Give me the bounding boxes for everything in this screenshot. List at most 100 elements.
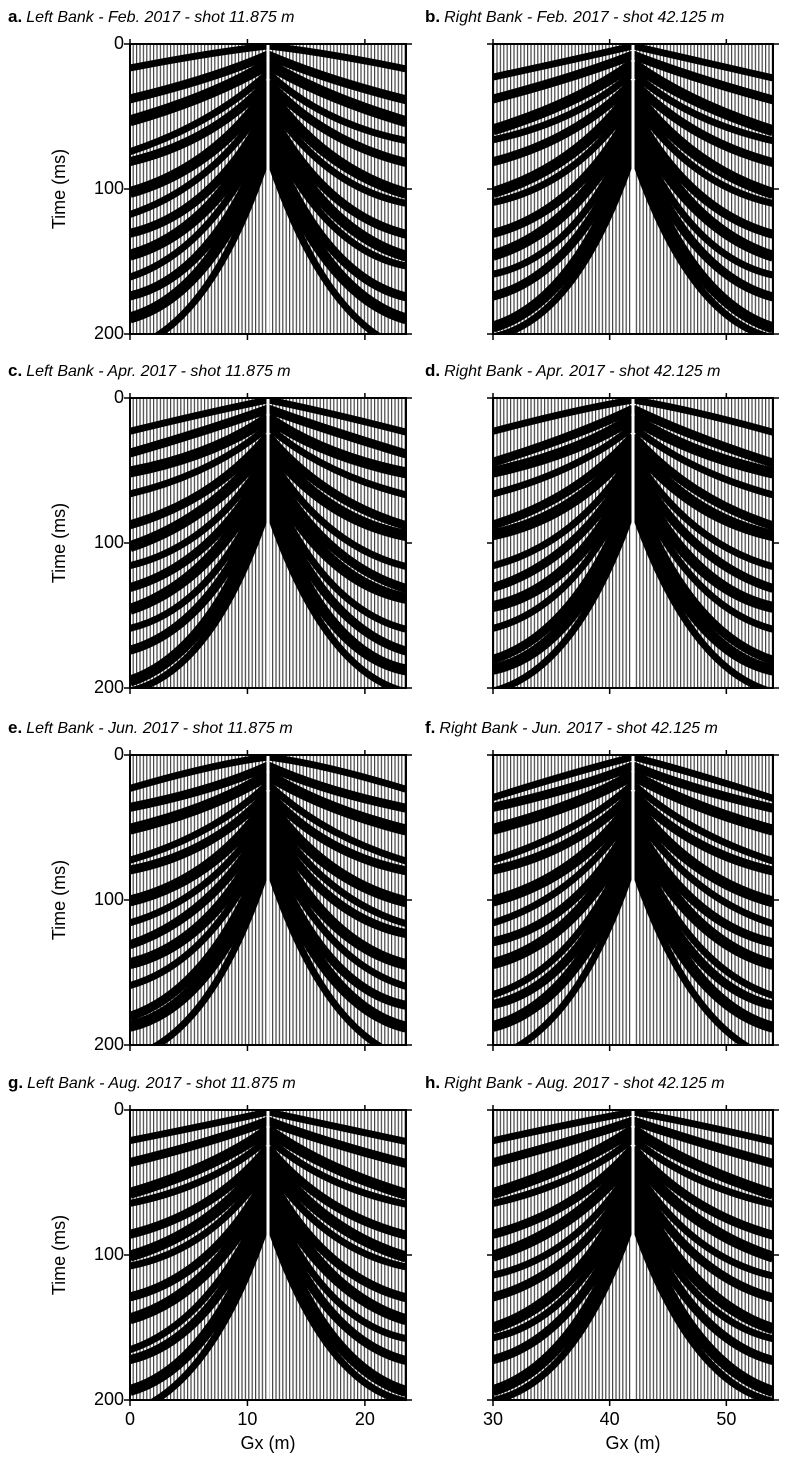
event-stripe [630, 98, 773, 207]
event-stripe [493, 798, 638, 907]
event-stripe [130, 761, 270, 812]
event-stripe [493, 781, 636, 864]
event-stripe [493, 479, 637, 632]
event-stripe [493, 1181, 638, 1334]
event-stripe [493, 836, 637, 998]
event-stripe [493, 98, 636, 206]
event-stripe [629, 152, 773, 334]
event-stripe [630, 424, 773, 499]
panel-label: g. [8, 1073, 23, 1092]
event-stripe [493, 1191, 637, 1342]
event-stripe [130, 441, 273, 552]
event-stripe [265, 1136, 406, 1208]
event-stripe [629, 59, 773, 137]
event-stripe [493, 152, 637, 334]
panel-title-text: Left Bank - Feb. 2017 - shot 11.875 m [26, 9, 294, 26]
event-stripe [629, 1145, 773, 1240]
event-stripe [263, 87, 406, 199]
event-stripe [130, 789, 272, 875]
panel: f. Right Bank - Jun. 2017 - shot 42.125 m [425, 718, 779, 1051]
event-stripe [493, 826, 638, 970]
event-stripe [130, 398, 269, 435]
panel-title-text: Right Bank - Jun. 2017 - shot 42.125 m [439, 720, 717, 737]
gather [130, 398, 406, 688]
event-stripe [264, 479, 406, 633]
event-stripe [265, 59, 406, 127]
event-stripe [264, 433, 406, 531]
event-stripe [629, 836, 773, 999]
event-stripe [265, 809, 406, 928]
event-stripe [493, 789, 637, 875]
y-tick-label: 100 [94, 1244, 124, 1264]
event-stripe [264, 152, 382, 334]
event-stripe [265, 1164, 406, 1271]
y-tick-label: 200 [94, 1034, 124, 1054]
event-stripe [130, 1110, 269, 1145]
panel-title: g. Left Bank - Aug. 2017 - shot 11.875 m [8, 1073, 296, 1092]
event-stripe [493, 1145, 637, 1239]
event-stripe [263, 826, 406, 970]
event-stripe [628, 469, 773, 613]
event-stripe [264, 1125, 406, 1200]
event-stripe [632, 398, 773, 436]
y-axis-label: Time (ms) [49, 1215, 69, 1295]
panel-title: h. Right Bank - Aug. 2017 - shot 42.125 m [425, 1073, 725, 1092]
panel-title: d. Right Bank - Apr. 2017 - shot 42.125 m [425, 361, 720, 380]
event-stripe [629, 1125, 773, 1200]
event-stripe [630, 452, 773, 570]
event-stripe [130, 809, 271, 927]
panel-label: a. [8, 7, 22, 26]
event-stripe [629, 460, 773, 593]
event-stripe [493, 1209, 639, 1396]
event-stripe [632, 44, 773, 82]
event-stripe [493, 854, 639, 1032]
event-stripe [130, 404, 270, 458]
event-stripe [130, 1172, 272, 1302]
event-stripe [493, 460, 637, 592]
event-stripe [149, 1218, 272, 1400]
event-stripe [130, 78, 272, 166]
event-stripe [262, 497, 406, 676]
event-stripe [264, 1191, 406, 1343]
event-stripe [493, 817, 637, 947]
event-stripe [627, 854, 773, 1033]
event-stripe [493, 809, 636, 927]
event-stripe [265, 424, 406, 499]
event-stripe [130, 433, 272, 530]
event-stripe [130, 1153, 273, 1262]
event-stripe [150, 863, 272, 1045]
event-stripe [493, 106, 637, 238]
event-stripe [130, 1181, 273, 1325]
event-stripe [267, 398, 406, 436]
event-stripe [628, 1153, 773, 1263]
event-stripe [629, 125, 773, 279]
event-stripe [631, 50, 773, 105]
event-stripe [493, 497, 639, 675]
event-stripe [264, 506, 406, 688]
panel: a. Left Bank - Feb. 2017 - shot 11.875 m 0… [8, 7, 412, 343]
event-stripe [630, 1136, 773, 1208]
panel-label: c. [8, 361, 22, 380]
y-tick-label: 200 [94, 677, 124, 697]
event-stripe [130, 413, 272, 478]
event-stripe [263, 469, 406, 604]
event-stripe [266, 404, 406, 459]
panel-label: h. [425, 1073, 440, 1092]
event-stripe [493, 404, 635, 467]
panel-title-text: Left Bank - Apr. 2017 - shot 11.875 m [26, 363, 290, 380]
gather [493, 398, 773, 688]
event-stripe [630, 1164, 773, 1280]
event-stripe [130, 1125, 272, 1199]
event-stripe [130, 44, 269, 72]
event-stripe [628, 826, 773, 970]
event-stripe [629, 506, 772, 688]
event-stripe [130, 770, 271, 835]
gather [130, 44, 406, 334]
panel: e. Left Bank - Jun. 2017 - shot 11.875 m 0… [8, 718, 412, 1054]
event-stripe [267, 44, 406, 73]
event-stripe [493, 125, 637, 278]
event-stripe [493, 1218, 637, 1400]
event-stripe [493, 59, 637, 136]
event-stripe [130, 826, 273, 969]
event-stripe [493, 1153, 638, 1262]
